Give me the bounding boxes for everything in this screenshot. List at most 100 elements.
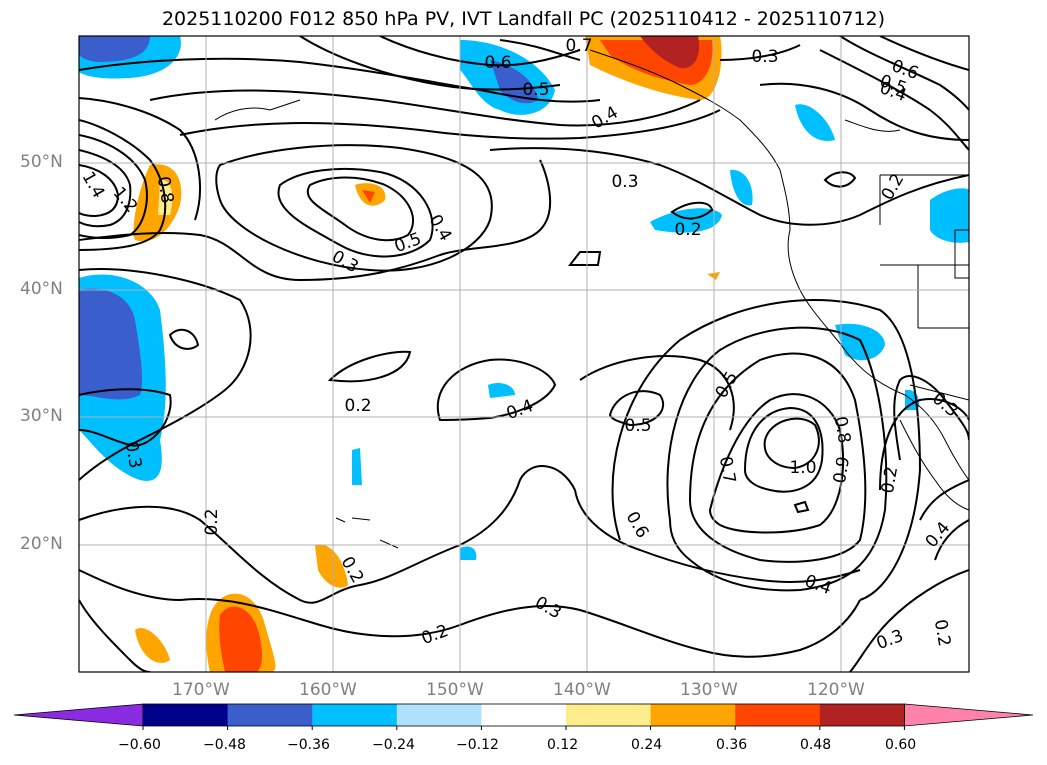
contour-label: 0.5 bbox=[712, 368, 743, 401]
contour-label-group: 0.2 bbox=[344, 396, 371, 416]
contour-label: 0.8 bbox=[830, 415, 854, 445]
lon-label-170w: 170°W bbox=[172, 680, 230, 700]
negative-anomaly-small2 bbox=[460, 546, 477, 560]
contour-label-group: 0.4 bbox=[802, 571, 834, 599]
colorbar-tick: −0.48 bbox=[203, 737, 246, 753]
positive-anomaly-sw1-core bbox=[219, 606, 262, 672]
contour-label-group: 0.8 bbox=[153, 175, 177, 205]
negative-anomaly-east bbox=[930, 188, 969, 243]
contour-label: 0.3 bbox=[874, 626, 906, 654]
colorbar-extend-min bbox=[13, 703, 144, 727]
lon-label-140w: 140°W bbox=[553, 680, 611, 700]
contour-label-group: 0.2 bbox=[419, 621, 451, 649]
colorbar-tick: −0.60 bbox=[118, 737, 161, 753]
contour-label-group: 0.5 bbox=[522, 80, 549, 100]
colorbar-segment bbox=[227, 704, 313, 726]
contour-label-group: 0.9 bbox=[830, 455, 854, 485]
contour-label-group: 0.3 bbox=[531, 593, 564, 624]
contour-label-group: 0.3 bbox=[611, 172, 638, 192]
contour-label: 1.0 bbox=[789, 458, 816, 478]
colorbar-tick: −0.36 bbox=[287, 737, 330, 753]
contour-label: 0.4 bbox=[504, 396, 536, 424]
contour-label: 0.2 bbox=[419, 621, 451, 649]
contour-label-group: 0.3 bbox=[751, 47, 778, 67]
colorbar-segment bbox=[396, 704, 482, 726]
colorbar-extend-max bbox=[904, 703, 1034, 727]
colorbar-segment bbox=[650, 704, 736, 726]
contour-label: 0.6 bbox=[622, 508, 653, 541]
contour-label-group: 0.2 bbox=[674, 220, 701, 240]
colorbar-tick: 0.12 bbox=[547, 737, 579, 753]
negative-anomaly-small3 bbox=[488, 383, 515, 398]
negative-anomaly-gulf-core bbox=[490, 60, 538, 104]
lat-label-20n: 20°N bbox=[20, 534, 63, 554]
contour-label-group: 0.5 bbox=[392, 229, 424, 257]
contour-label: 0.3 bbox=[121, 440, 145, 470]
contour-label: 0.4 bbox=[802, 571, 834, 599]
contour-label: 0.8 bbox=[153, 175, 177, 205]
contour-label: 0.2 bbox=[930, 618, 954, 648]
contour-label-group: 0.6 bbox=[484, 53, 511, 73]
contour-label: 0.4 bbox=[588, 103, 621, 134]
map-frame bbox=[78, 35, 970, 673]
positive-anomaly-alaska-core bbox=[640, 36, 700, 69]
lon-label-130w: 130°W bbox=[680, 680, 738, 700]
lon-label-160w: 160°W bbox=[299, 680, 357, 700]
colorbar-tick: 0.36 bbox=[716, 737, 748, 753]
colorbar-segment bbox=[819, 704, 905, 726]
contour-label: 0.2 bbox=[202, 508, 222, 535]
colorbar-frame bbox=[142, 703, 905, 727]
contour-label-group: 0.8 bbox=[830, 415, 854, 445]
contour-label-group: 0.2 bbox=[878, 465, 902, 495]
colorbar bbox=[13, 703, 1034, 730]
colorbar-segment bbox=[312, 704, 398, 726]
negative-anomaly-west-core bbox=[79, 288, 143, 400]
negative-anomaly-nw-core bbox=[79, 36, 150, 62]
colorbar-tick: −0.24 bbox=[372, 737, 415, 753]
contour-label-group: 0.2 bbox=[930, 618, 954, 648]
contour-label: 0.3 bbox=[531, 593, 564, 624]
lat-label-30n: 30°N bbox=[20, 406, 63, 426]
contour-label: 0.7 bbox=[715, 455, 739, 485]
contour-label: 0.3 bbox=[751, 47, 778, 67]
lat-label-50n: 50°N bbox=[20, 152, 63, 172]
contour-label-group: 0.2 bbox=[878, 170, 909, 203]
contour-label: 0.2 bbox=[878, 465, 902, 495]
colorbar-segment bbox=[566, 704, 652, 726]
contour-label-group: 1.4 bbox=[79, 168, 108, 201]
contour-label-group: 0.7 bbox=[715, 455, 739, 485]
colorbar-segment bbox=[143, 704, 229, 726]
contour-label: 0.5 bbox=[392, 229, 424, 257]
contour-label-group: 0.2 bbox=[202, 508, 222, 535]
contour-label-group: 0.5 bbox=[712, 368, 743, 401]
contour-label-group: 0.5 bbox=[624, 416, 651, 436]
contour-label: 0.5 bbox=[522, 80, 549, 100]
contour-label: 0.5 bbox=[624, 416, 651, 436]
colorbar-tick: −0.12 bbox=[456, 737, 499, 753]
lon-label-150w: 150°W bbox=[426, 680, 484, 700]
contour-label-group: 0.6 bbox=[622, 508, 653, 541]
lon-label-120w: 120°W bbox=[807, 680, 865, 700]
contour-label-group: 0.7 bbox=[565, 36, 592, 56]
negative-anomaly-small1 bbox=[352, 448, 362, 485]
contour-label-group: 0.4 bbox=[588, 103, 621, 134]
negative-anomaly-bc bbox=[730, 169, 753, 206]
contour-label-group: 0.3 bbox=[121, 440, 145, 470]
positive-anomaly-mid-core bbox=[362, 190, 375, 203]
contour-label: 0.3 bbox=[611, 172, 638, 192]
map-title: 2025110200 F012 850 hPa PV, IVT Landfall… bbox=[161, 8, 886, 30]
contour-label: 0.9 bbox=[830, 455, 854, 485]
positive-anomaly-sw2 bbox=[315, 544, 348, 588]
contour-label-group: 1.0 bbox=[789, 458, 816, 478]
contour-label: 0.2 bbox=[344, 396, 371, 416]
lat-label-40n: 40°N bbox=[20, 279, 63, 299]
contour-label: 0.4 bbox=[922, 518, 955, 552]
contour-label: 0.2 bbox=[674, 220, 701, 240]
contour-label-group: 0.4 bbox=[504, 396, 536, 424]
colorbar-segment bbox=[735, 704, 821, 726]
contour-label: 0.6 bbox=[484, 53, 511, 73]
colorbar-tick: 0.60 bbox=[885, 737, 917, 753]
negative-anomaly-bc2 bbox=[795, 104, 835, 141]
contour-label: 0.7 bbox=[565, 36, 592, 56]
